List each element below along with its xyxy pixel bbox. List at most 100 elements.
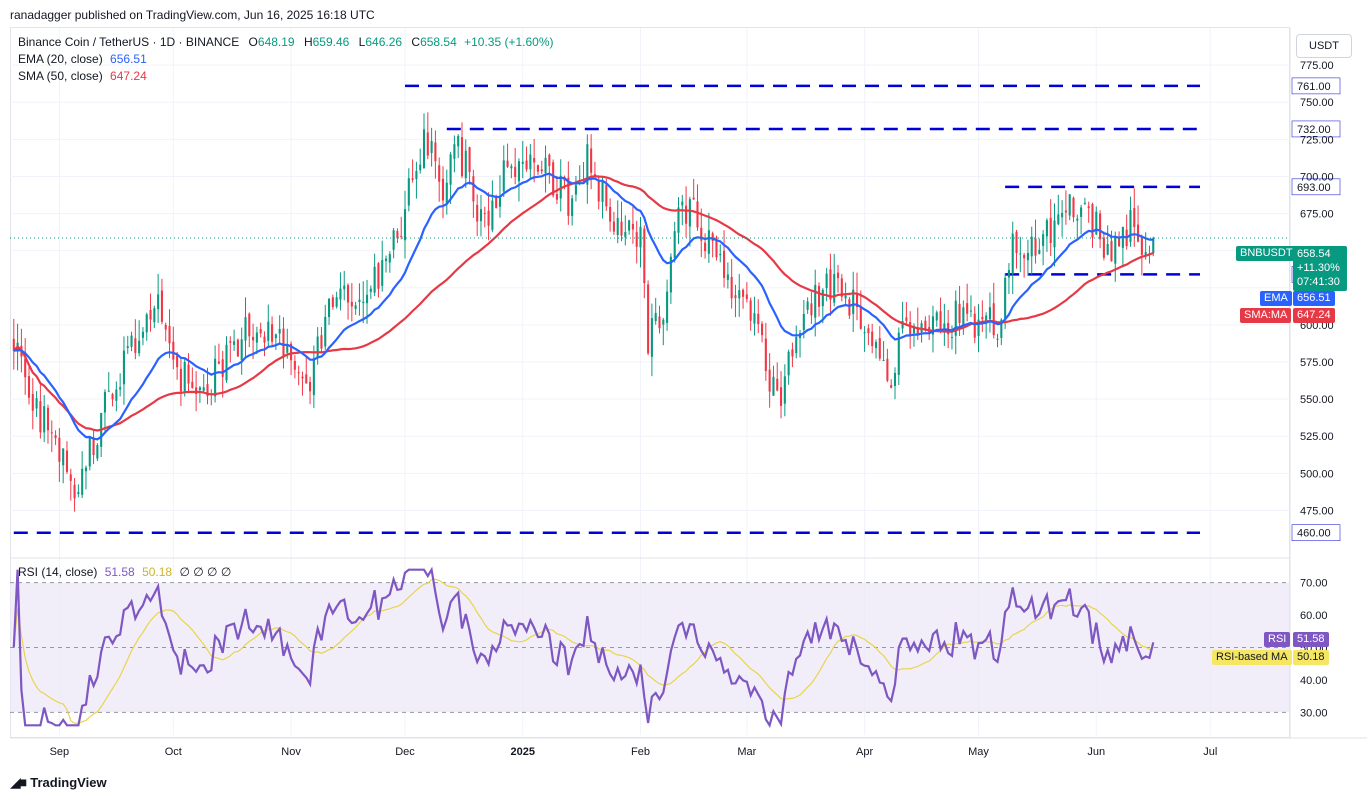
x-tick-label: Nov [281,746,301,758]
candle [217,343,220,365]
level-label: 460.00 [1297,528,1331,540]
rsi-line [12,566,1155,728]
rsi-label: RSI (14, close) [18,565,98,579]
candle [179,358,182,407]
candle [464,139,467,188]
candle [624,215,627,246]
candle [1091,202,1094,248]
candle [183,357,186,397]
candle [305,355,308,384]
candle [88,435,91,471]
candle [483,206,486,228]
candle [749,297,752,331]
candle [943,303,946,346]
candle [1129,196,1132,247]
y-tick-label: 525.00 [1300,431,1334,443]
candle [852,271,855,332]
candle [422,113,426,169]
candle [39,384,42,439]
y-tick-label: 700.00 [1300,171,1334,183]
candle [981,300,984,333]
candle [468,146,471,185]
candle [954,290,957,355]
candle [909,311,912,349]
candle [677,197,680,245]
x-tick-label: Feb [631,746,650,758]
candle [293,355,296,379]
candle [157,273,160,324]
candle [31,378,34,430]
candle [935,310,938,327]
candle [928,315,931,341]
candle [931,305,935,353]
candle [69,468,72,501]
candle [863,326,866,352]
candle [92,429,95,465]
rsi-legend[interactable]: RSI (14, close) 51.58 50.18 ∅ ∅ ∅ ∅ [18,565,231,579]
y-tick-label: 750.00 [1300,97,1334,109]
open-value: 648.19 [257,35,295,49]
sma-legend[interactable]: SMA (50, close) 647.24 [18,69,147,83]
x-tick-label: May [968,746,989,758]
candle [544,145,547,193]
candle [783,364,786,417]
symbol-legend[interactable]: Binance Coin / TetherUS · 1D · BINANCE O… [18,35,554,49]
rsi-ma-price-tag: 50.18 [1293,650,1329,665]
candle [768,353,771,408]
y-tick-label: 475.00 [1300,505,1334,517]
candle [742,288,745,309]
ema-legend[interactable]: EMA (20, close) 656.51 [18,52,147,66]
candle [806,297,809,314]
x-tick-label: Apr [856,746,873,758]
candle [966,283,969,322]
candle [339,272,342,311]
close-value: 658.54 [420,35,457,49]
candle [141,327,144,346]
x-tick-label: Jul [1203,746,1217,758]
sma-tag: SMA:MA [1240,308,1292,323]
candle [738,273,741,317]
candle [1026,239,1029,276]
candle [96,443,99,462]
candle [673,221,676,263]
candle [35,391,38,418]
candle [878,326,881,361]
candle [593,161,596,176]
ema-20-line [13,172,1154,441]
candle [460,122,464,179]
candle [400,216,403,240]
candle [817,282,821,317]
candle [510,163,513,179]
candle [1118,231,1121,247]
candle [1068,194,1071,221]
candle [77,484,80,498]
candle [685,186,688,238]
level-label-box [1291,178,1341,196]
candle [358,283,361,316]
last-price-box: 658.54 +11.30% 07:41:30 [1293,246,1347,291]
candle [688,196,691,247]
candle [977,304,980,353]
candle [58,428,61,482]
candle [373,253,376,297]
candle [601,176,604,219]
candle [1083,197,1086,206]
symbol-tag: BNBUSDT [1236,246,1297,261]
candle [962,300,965,335]
currency-button[interactable]: USDT [1296,34,1352,58]
candle [1057,194,1060,226]
y-tick-label: 550.00 [1300,394,1334,406]
candle [138,320,141,357]
x-tick-label: Mar [737,746,756,758]
candle [176,351,179,380]
tradingview-logo[interactable]: ◢■ TradingView [10,774,107,791]
candle [525,146,528,172]
candle [1121,226,1124,268]
candle [1087,201,1090,223]
candle [791,342,794,368]
rsi-legend-value: 51.58 [104,565,135,579]
candle [415,161,418,199]
y-tick-label: 725.00 [1300,134,1334,146]
candle [529,144,532,179]
